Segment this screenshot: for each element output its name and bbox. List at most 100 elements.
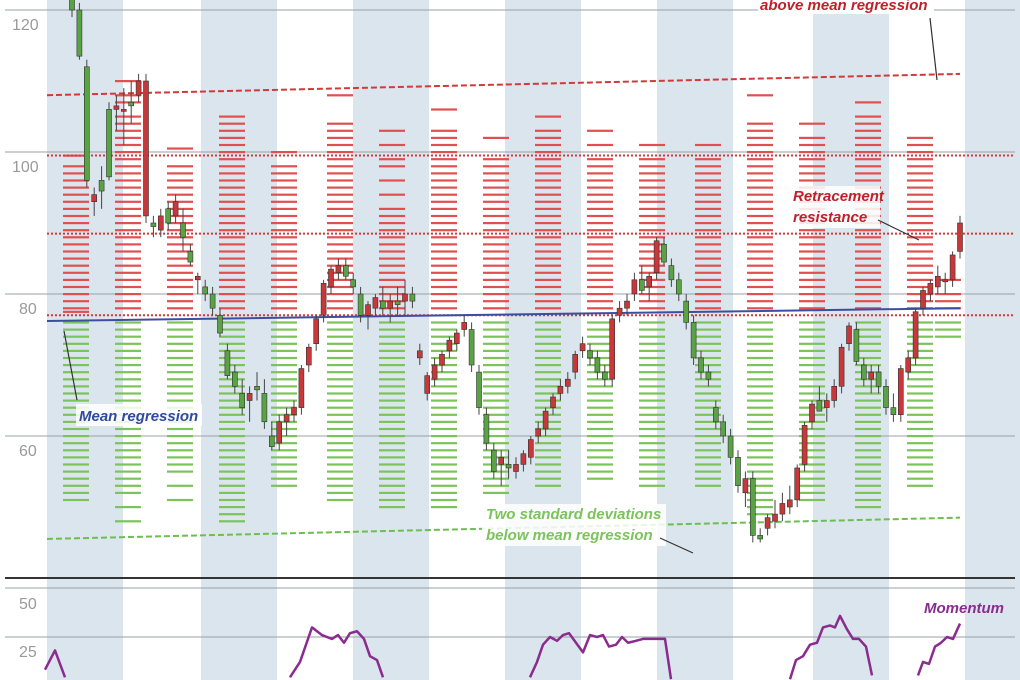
- support-level: [431, 371, 457, 374]
- resistance-level: [855, 307, 881, 310]
- support-level: [115, 463, 141, 466]
- candle-body: [564, 378, 571, 387]
- support-level: [379, 342, 405, 345]
- candle-body: [165, 208, 171, 224]
- resistance-level: [115, 200, 141, 203]
- resistance-level: [379, 214, 405, 218]
- candle-body: [868, 371, 875, 380]
- resistance-level: [63, 285, 89, 289]
- resistance-level: [747, 186, 773, 189]
- support-level: [271, 349, 297, 352]
- support-level: [115, 491, 141, 494]
- resistance-level: [379, 250, 405, 253]
- support-level: [935, 321, 961, 324]
- support-level: [639, 442, 665, 445]
- candle-body: [409, 293, 416, 302]
- resistance-level: [483, 229, 509, 232]
- support-level: [587, 406, 613, 409]
- resistance-level: [907, 214, 933, 218]
- resistance-level: [799, 136, 825, 139]
- candle-body: [158, 215, 164, 231]
- support-level: [855, 321, 881, 324]
- resistance-level: [907, 193, 933, 196]
- resistance-level: [535, 300, 561, 303]
- candle-body: [698, 357, 704, 373]
- support-level: [639, 335, 665, 338]
- support-level: [219, 463, 245, 466]
- resistance-level: [63, 300, 89, 303]
- resistance-level: [855, 264, 881, 267]
- candle-body: [957, 222, 963, 252]
- support-level: [379, 378, 405, 381]
- support-level: [747, 463, 773, 466]
- support-level: [855, 435, 881, 438]
- support-level: [483, 349, 509, 352]
- support-level: [535, 442, 561, 445]
- resistance-level: [695, 214, 721, 218]
- resistance-level: [907, 222, 933, 225]
- resistance-level: [167, 179, 193, 182]
- resistance-level: [167, 278, 193, 281]
- support-level: [271, 399, 297, 402]
- resistance-level: [379, 222, 405, 225]
- resistance-level: [935, 293, 961, 296]
- resistance-level: [379, 129, 405, 132]
- resistance-level: [587, 293, 613, 296]
- support-level: [271, 342, 297, 345]
- support-level: [799, 477, 825, 480]
- resistance-level: [219, 236, 245, 239]
- resistance-level: [379, 271, 405, 274]
- support-level: [747, 413, 773, 416]
- support-level: [483, 427, 509, 431]
- support-level: [855, 484, 881, 487]
- resistance-level: [219, 143, 245, 147]
- momentum-tick-50: 50: [19, 596, 37, 613]
- resistance-level: [271, 186, 297, 189]
- resistance-level: [115, 179, 141, 182]
- candle-body: [379, 300, 386, 309]
- support-level: [935, 335, 961, 338]
- support-level: [855, 506, 881, 509]
- resistance-level: [115, 101, 141, 104]
- support-level: [167, 399, 193, 402]
- support-level: [379, 356, 405, 360]
- support-level: [907, 470, 933, 473]
- resistance-level: [747, 250, 773, 253]
- resistance-level: [327, 307, 353, 310]
- resistance-level: [63, 172, 89, 175]
- support-level: [219, 385, 245, 388]
- candle-body: [113, 105, 120, 110]
- resistance-level: [379, 179, 405, 182]
- resistance-level: [483, 214, 509, 218]
- resistance-level: [695, 165, 721, 168]
- candle-body: [735, 456, 741, 486]
- resistance-level: [535, 179, 561, 182]
- candle-body: [143, 80, 149, 217]
- resistance-level: [327, 172, 353, 175]
- support-level: [115, 477, 141, 480]
- candle-body: [668, 265, 675, 281]
- support-level: [219, 491, 245, 494]
- candle-body: [594, 357, 601, 373]
- resistance-level: [115, 136, 141, 139]
- support-level: [747, 470, 773, 473]
- support-level: [855, 477, 881, 480]
- support-level: [639, 356, 665, 360]
- support-level: [907, 406, 933, 409]
- support-level: [639, 392, 665, 395]
- resistance-level: [587, 143, 613, 147]
- resistance-level: [115, 207, 141, 210]
- support-level: [535, 328, 561, 331]
- candle-body: [461, 322, 468, 330]
- support-level: [747, 513, 773, 516]
- leader-line-mean: [63, 330, 78, 401]
- candle-body: [246, 393, 253, 401]
- resistance-level: [855, 179, 881, 182]
- support-level: [535, 342, 561, 345]
- resistance-level: [327, 222, 353, 225]
- annotation-bg: [758, 0, 934, 14]
- resistance-level: [271, 193, 297, 196]
- support-level: [483, 399, 509, 402]
- candle-body: [527, 439, 534, 458]
